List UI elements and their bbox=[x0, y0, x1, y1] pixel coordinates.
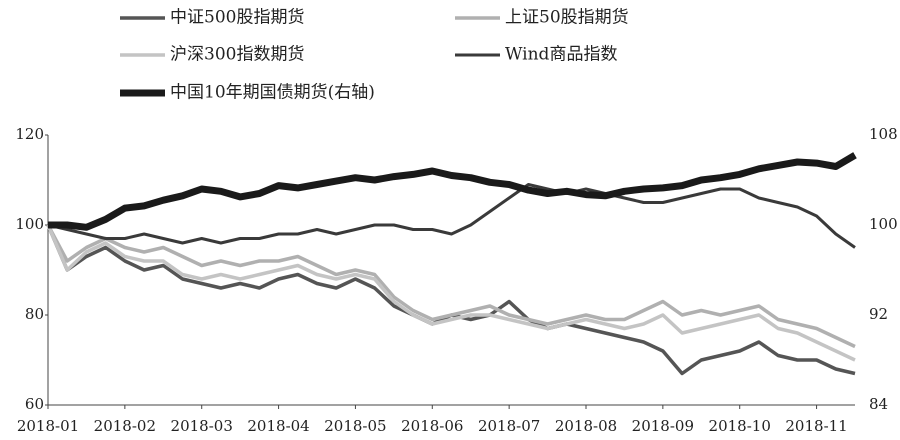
x-tick-label: 2018-03 bbox=[171, 417, 233, 435]
x-tick-label: 2018-08 bbox=[555, 417, 617, 435]
series-line bbox=[47, 183, 856, 249]
x-tick-label: 2018-09 bbox=[632, 417, 694, 435]
y-tick-label: 60 bbox=[25, 395, 44, 413]
series-line bbox=[46, 224, 856, 362]
series-line bbox=[46, 224, 856, 376]
x-tick-label: 2018-10 bbox=[709, 417, 771, 435]
x-tick-label: 2018-04 bbox=[247, 417, 309, 435]
y2-tick-label: 92 bbox=[869, 305, 888, 323]
y2-tick-label: 84 bbox=[869, 395, 888, 413]
legend-label: 沪深300指数期货 bbox=[170, 45, 304, 65]
x-tick-label: 2018-11 bbox=[785, 417, 847, 435]
y2-tick-label: 108 bbox=[869, 125, 898, 143]
y-tick-label: 80 bbox=[25, 305, 44, 323]
x-tick-label: 2018-05 bbox=[324, 417, 386, 435]
legend-label: 中国10年期国债期货(右轴) bbox=[170, 83, 375, 103]
y2-tick-label: 100 bbox=[869, 215, 898, 233]
x-tick-label: 2018-06 bbox=[401, 417, 463, 435]
series-line bbox=[48, 152, 857, 231]
legend-label: Wind商品指数 bbox=[505, 45, 617, 65]
x-tick-label: 2018-07 bbox=[478, 417, 540, 435]
legend-label: 上证50股指期货 bbox=[505, 8, 629, 28]
x-tick-label: 2018-02 bbox=[94, 417, 156, 435]
y-tick-label: 100 bbox=[15, 215, 44, 233]
legend-label: 中证500股指期货 bbox=[170, 8, 304, 28]
y-tick-label: 120 bbox=[15, 125, 44, 143]
series-line bbox=[46, 224, 856, 349]
x-tick-label: 2018-01 bbox=[17, 417, 79, 435]
